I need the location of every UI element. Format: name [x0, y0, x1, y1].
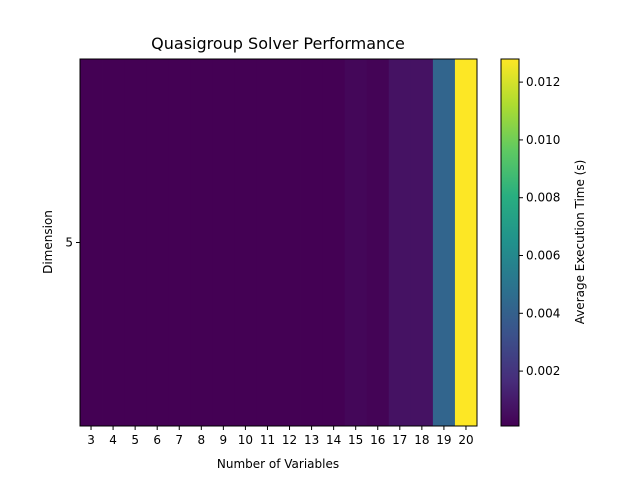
x-tick-label: 7	[175, 433, 183, 447]
heatmap-cell	[102, 59, 125, 426]
x-tick-label: 4	[109, 433, 117, 447]
x-tick-label: 14	[326, 433, 341, 447]
x-tick-label: 18	[414, 433, 429, 447]
x-tick-label: 5	[131, 433, 139, 447]
x-axis-ticks: 3 4 5 6 7 8 9 10 11 12 13 14 15 16 17 18 19 20	[87, 426, 474, 447]
heatmap-cell	[344, 59, 368, 426]
y-tick-label: 5	[65, 236, 73, 250]
heatmap-cell	[454, 59, 478, 426]
colorbar-tick-label: 0.004	[526, 306, 560, 320]
heatmap-cell	[388, 59, 412, 426]
heatmap-cell	[234, 59, 257, 426]
colorbar-tick-label: 0.012	[526, 75, 560, 89]
x-tick-label: 10	[238, 433, 253, 447]
x-tick-label: 19	[436, 433, 451, 447]
heatmap-cells	[80, 59, 478, 426]
heatmap-cell	[124, 59, 147, 426]
colorbar-label: Average Execution Time (s)	[573, 160, 587, 325]
colorbar-tick-label: 0.008	[526, 191, 560, 205]
colorbar-tick-label: 0.006	[526, 249, 560, 263]
x-tick-label: 20	[458, 433, 473, 447]
x-tick-label: 3	[87, 433, 95, 447]
x-tick-label: 13	[304, 433, 319, 447]
heatmap-cell	[146, 59, 169, 426]
heatmap-cell	[256, 59, 279, 426]
x-axis-label: Number of Variables	[217, 457, 339, 471]
heatmap-cell	[80, 59, 103, 426]
heatmap-cell	[212, 59, 235, 426]
x-tick-label: 16	[370, 433, 385, 447]
colorbar-tick-label: 0.010	[526, 133, 560, 147]
heatmap-cell	[278, 59, 301, 426]
heatmap-cell	[300, 59, 324, 426]
x-tick-label: 17	[392, 433, 407, 447]
heatmap-cell	[366, 59, 390, 426]
y-axis-ticks: 5	[65, 236, 80, 250]
heatmap-cell	[190, 59, 213, 426]
x-tick-label: 12	[282, 433, 297, 447]
x-tick-label: 9	[220, 433, 228, 447]
heatmap-cell	[410, 59, 434, 426]
x-tick-label: 15	[348, 433, 363, 447]
x-tick-label: 11	[260, 433, 275, 447]
x-tick-label: 8	[197, 433, 205, 447]
x-tick-label: 6	[153, 433, 161, 447]
colorbar-tick-label: 0.002	[526, 364, 560, 378]
chart-title: Quasigroup Solver Performance	[151, 34, 405, 53]
colorbar	[500, 58, 520, 427]
heatmap-cell	[432, 59, 456, 426]
heatmap-cell	[322, 59, 346, 426]
heatmap-cell	[168, 59, 191, 426]
colorbar-ticks: 0.002 0.004 0.006 0.008 0.010 0.012	[519, 75, 560, 378]
y-axis-label: Dimension	[41, 210, 55, 274]
